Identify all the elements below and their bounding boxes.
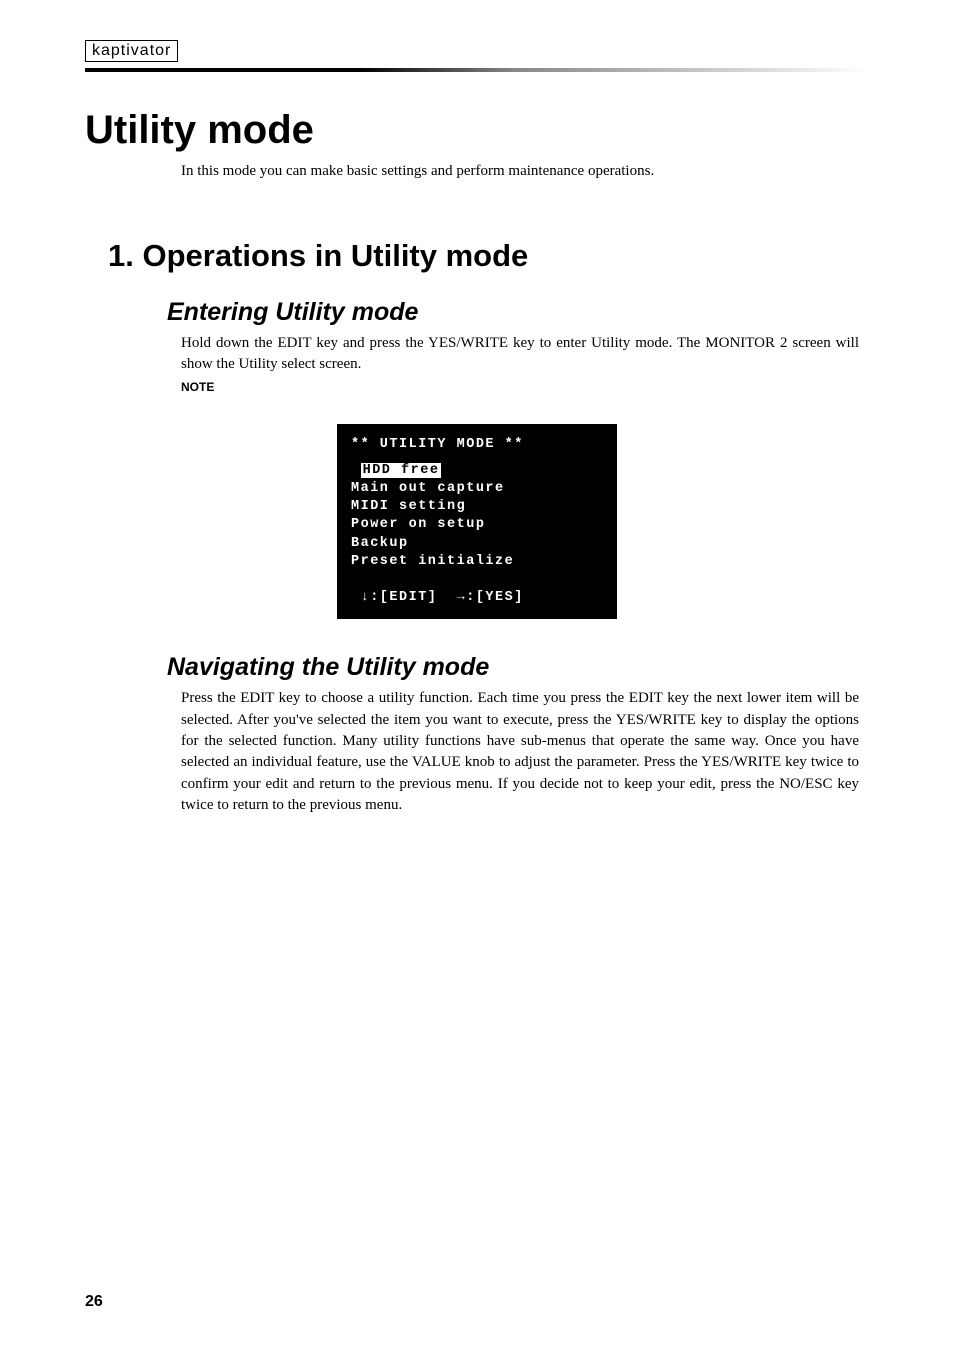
screenshot-container: ** UTILITY MODE ** HDD free Main out cap… bbox=[85, 424, 869, 620]
brand-box: kaptivator bbox=[85, 40, 178, 62]
page-number: 26 bbox=[85, 1293, 103, 1311]
utility-mode-screen: ** UTILITY MODE ** HDD free Main out cap… bbox=[337, 424, 617, 620]
screen-selected-row: HDD free bbox=[351, 462, 603, 480]
screen-selected-text: HDD free bbox=[361, 463, 442, 478]
screen-row: Power on setup bbox=[351, 516, 603, 534]
navigating-paragraph: Press the EDIT key to choose a utility f… bbox=[181, 688, 859, 816]
screen-row: Main out capture bbox=[351, 480, 603, 498]
subsection-entering-heading: Entering Utility mode bbox=[167, 298, 869, 327]
screen-row: Backup bbox=[351, 535, 603, 553]
screen-title: ** UTILITY MODE ** bbox=[351, 436, 603, 454]
screen-row: Preset initialize bbox=[351, 553, 603, 571]
screen-row: MIDI setting bbox=[351, 498, 603, 516]
screen-footer: ↓:[EDIT] →:[YES] bbox=[351, 589, 603, 607]
subsection-navigating-heading: Navigating the Utility mode bbox=[167, 653, 869, 682]
brand-text: kaptivator bbox=[92, 42, 171, 59]
brand-underline bbox=[85, 68, 869, 72]
intro-paragraph: In this mode you can make basic settings… bbox=[181, 163, 869, 180]
section-number-heading: 1. Operations in Utility mode bbox=[108, 238, 869, 274]
page-title: Utility mode bbox=[85, 108, 869, 153]
note-label: NOTE bbox=[181, 380, 869, 394]
entering-paragraph: Hold down the EDIT key and press the YES… bbox=[181, 333, 859, 376]
